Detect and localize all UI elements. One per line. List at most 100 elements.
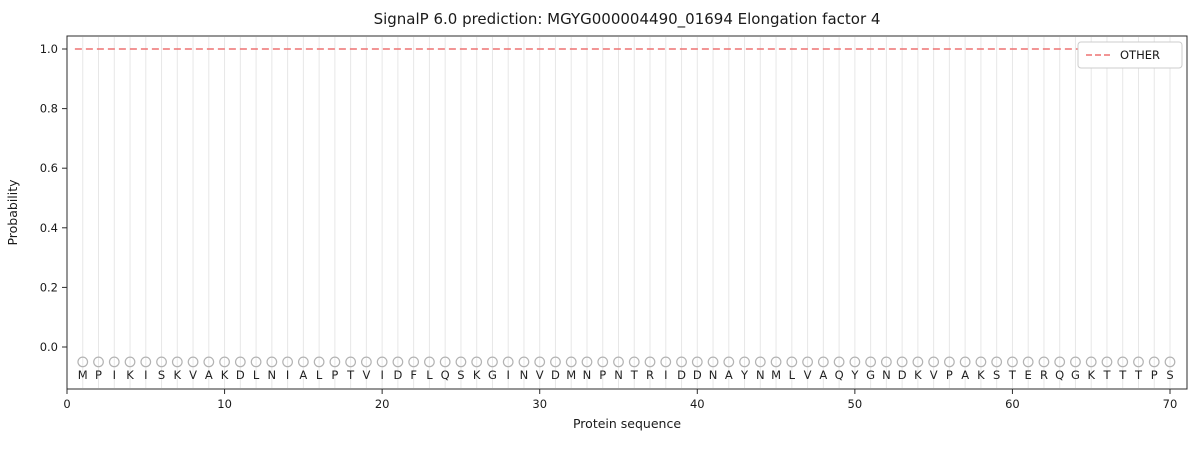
residue-marker <box>739 356 750 368</box>
residue-letter: L <box>253 368 260 382</box>
plot-border <box>66 35 1188 390</box>
residue-letter: D <box>693 368 702 382</box>
residue-letter: M <box>566 368 576 382</box>
y-axis: 0.0 0.2 0.4 0.6 0.8 1.0 <box>40 42 67 354</box>
residue-letter: N <box>882 368 891 382</box>
residue-letter: L <box>789 368 796 382</box>
residue-marker <box>644 356 656 368</box>
residue-marker <box>187 356 199 368</box>
residue-marker <box>203 356 215 368</box>
x-tick-label: 50 <box>848 397 863 411</box>
residue-marker <box>944 356 955 368</box>
residue-marker <box>1007 356 1018 368</box>
residue-marker <box>707 356 719 368</box>
residue-letter: I <box>113 368 116 382</box>
residue-marker <box>1133 356 1144 368</box>
residue-letter: K <box>914 368 922 382</box>
residue-marker <box>282 356 294 368</box>
residue-marker <box>439 356 451 368</box>
residue-letter: T <box>630 368 639 382</box>
residue-marker <box>455 356 467 368</box>
residue-letter: I <box>664 368 667 382</box>
residue-letter: P <box>1151 368 1158 382</box>
residue-letter: V <box>930 368 938 382</box>
residue-marker <box>975 356 987 368</box>
y-tick-label: 1.0 <box>40 42 58 56</box>
residue-letter: N <box>268 368 277 382</box>
residue-letter: K <box>473 368 481 382</box>
x-axis-label: Protein sequence <box>573 416 681 431</box>
residue-marker <box>959 356 971 368</box>
residue-letter: T <box>1118 368 1127 382</box>
residue-letter: V <box>536 368 544 382</box>
residue-marker <box>392 356 404 368</box>
residue-marker <box>754 356 766 368</box>
residue-marker <box>1070 356 1081 368</box>
residue-letter: P <box>95 368 102 382</box>
residue-letter: K <box>126 368 134 382</box>
residue-marker <box>360 356 372 368</box>
y-tick-label: 0.6 <box>40 161 58 175</box>
residue-letter: S <box>993 368 1000 382</box>
plot-area <box>67 36 1187 389</box>
residue-marker <box>896 356 908 368</box>
x-tick-label: 40 <box>690 397 705 411</box>
residue-letter: K <box>174 368 182 382</box>
residue-letter: S <box>457 368 464 382</box>
y-tick-label: 0.0 <box>40 340 58 354</box>
residue-letter: Q <box>441 368 450 382</box>
residue-letter: N <box>583 368 592 382</box>
residue-marker <box>786 356 798 368</box>
residue-marker <box>266 356 278 368</box>
residue-letter: G <box>1071 368 1080 382</box>
residue-letter: Y <box>850 368 859 382</box>
x-tick-label: 10 <box>217 397 232 411</box>
residue-marker <box>250 356 262 368</box>
residue-marker <box>471 356 483 368</box>
chart-title: SignalP 6.0 prediction: MGYG000004490_01… <box>373 10 881 28</box>
residue-marker <box>660 356 672 368</box>
x-tick-label: 60 <box>1005 397 1020 411</box>
residue-letter: P <box>599 368 606 382</box>
residue-marker <box>108 356 120 368</box>
residue-marker <box>124 356 136 368</box>
residue-letter: R <box>1040 368 1048 382</box>
residue-letter: Y <box>740 368 749 382</box>
residue-marker <box>1164 356 1176 368</box>
residue-marker <box>518 356 530 368</box>
residue-letter: D <box>393 368 402 382</box>
residue-letter: A <box>299 368 307 382</box>
residue-marker <box>1054 356 1066 368</box>
residue-letter: A <box>961 368 969 382</box>
residue-letter: D <box>236 368 245 382</box>
residue-marker <box>880 356 892 368</box>
residue-marker <box>770 356 782 368</box>
x-tick-label: 0 <box>63 397 70 411</box>
residue-letter: V <box>189 368 197 382</box>
legend-label: OTHER <box>1120 48 1160 62</box>
residue-letter: V <box>362 368 370 382</box>
residue-marker <box>219 356 230 368</box>
residue-marker <box>313 356 325 368</box>
residue-marker <box>581 356 593 368</box>
residue-letter: N <box>756 368 765 382</box>
residue-marker <box>1038 356 1050 368</box>
residue-marker <box>1022 356 1034 368</box>
residue-letter: A <box>205 368 213 382</box>
residue-marker <box>408 356 420 368</box>
residue-letter: G <box>866 368 875 382</box>
residue-letter: L <box>316 368 323 382</box>
residue-letter: E <box>1025 368 1032 382</box>
residue-letter: K <box>1087 368 1095 382</box>
residue-letter: D <box>898 368 907 382</box>
residue-marker <box>77 356 89 368</box>
residue-markers <box>77 356 1176 368</box>
residue-marker <box>487 356 498 368</box>
residue-marker <box>345 356 357 368</box>
residue-marker <box>502 356 514 368</box>
legend-box <box>1077 41 1183 69</box>
residue-marker <box>376 356 388 368</box>
residue-marker <box>991 356 1003 368</box>
residue-marker <box>676 356 687 368</box>
